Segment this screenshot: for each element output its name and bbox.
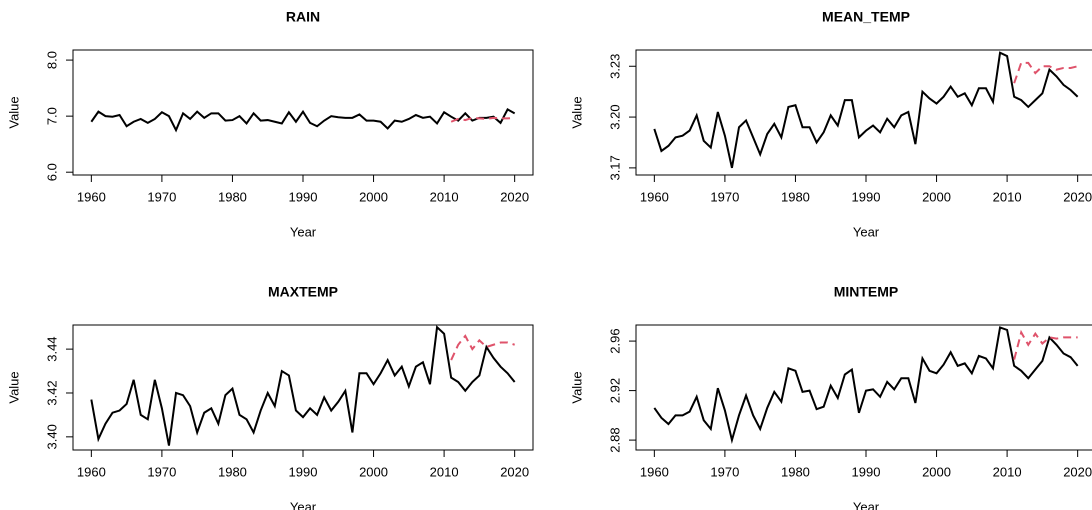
series-line xyxy=(1013,61,1078,84)
x-tick-label: 2010 xyxy=(993,189,1022,204)
y-tick-label: 3.20 xyxy=(607,104,622,129)
x-axis-label: Year xyxy=(290,499,317,510)
y-axis-label: Value xyxy=(569,371,584,403)
x-tick-label: 1980 xyxy=(218,464,247,479)
panel-title: MINTEMP xyxy=(834,284,899,300)
y-tick-label: 3.40 xyxy=(44,424,59,449)
y-tick-label: 2.88 xyxy=(607,427,622,452)
series-line xyxy=(450,334,515,361)
x-tick-label: 2010 xyxy=(430,464,459,479)
x-tick-label: 2020 xyxy=(1063,464,1092,479)
plot-frame xyxy=(635,324,1092,451)
x-axis-label: Year xyxy=(853,499,880,510)
y-axis-label: Value xyxy=(6,96,21,128)
x-tick-label: 1970 xyxy=(147,189,176,204)
x-axis-label: Year xyxy=(853,224,880,239)
x-tick-label: 1970 xyxy=(710,189,739,204)
x-tick-label: 2020 xyxy=(500,464,529,479)
x-tick-label: 1970 xyxy=(147,464,176,479)
x-tick-label: 2020 xyxy=(500,189,529,204)
x-tick-label: 1980 xyxy=(781,189,810,204)
x-tick-label: 1990 xyxy=(289,464,318,479)
y-tick-label: 3.42 xyxy=(44,380,59,405)
x-tick-label: 1990 xyxy=(852,464,881,479)
x-tick-label: 2000 xyxy=(359,464,388,479)
x-tick-label: 1980 xyxy=(218,189,247,204)
y-tick-label: 3.23 xyxy=(607,54,622,79)
series-line xyxy=(450,116,515,123)
series-line xyxy=(653,326,1079,445)
x-tick-label: 1960 xyxy=(640,464,669,479)
plot-frame xyxy=(635,49,1092,176)
x-tick-label: 2010 xyxy=(993,464,1022,479)
y-tick-label: 3.44 xyxy=(44,336,59,361)
x-tick-label: 2020 xyxy=(1063,189,1092,204)
series-line xyxy=(90,108,516,133)
y-tick-label: 6.0 xyxy=(44,163,59,181)
x-axis-label: Year xyxy=(290,224,317,239)
series-line xyxy=(653,51,1079,169)
y-axis-label: Value xyxy=(569,96,584,128)
x-tick-label: 1990 xyxy=(289,189,318,204)
y-axis-label: Value xyxy=(6,371,21,403)
x-tick-label: 2000 xyxy=(922,464,951,479)
y-tick-label: 8.0 xyxy=(44,51,59,69)
y-tick-label: 2.92 xyxy=(607,378,622,403)
y-tick-label: 2.96 xyxy=(607,328,622,353)
x-tick-label: 2000 xyxy=(359,189,388,204)
x-tick-label: 1980 xyxy=(781,464,810,479)
x-tick-label: 1960 xyxy=(77,464,106,479)
panel-title: MAXTEMP xyxy=(268,284,338,300)
series-line xyxy=(1013,329,1078,360)
x-tick-label: 1990 xyxy=(852,189,881,204)
panel-title: MEAN_TEMP xyxy=(822,9,910,25)
panel-title: RAIN xyxy=(286,9,320,25)
x-tick-label: 2010 xyxy=(430,189,459,204)
x-tick-label: 2000 xyxy=(922,189,951,204)
y-tick-label: 7.0 xyxy=(44,107,59,125)
x-tick-label: 1960 xyxy=(77,189,106,204)
series-line xyxy=(90,325,516,446)
y-tick-label: 3.17 xyxy=(607,155,622,180)
x-tick-label: 1970 xyxy=(710,464,739,479)
plot-frame xyxy=(72,324,534,451)
x-tick-label: 1960 xyxy=(640,189,669,204)
